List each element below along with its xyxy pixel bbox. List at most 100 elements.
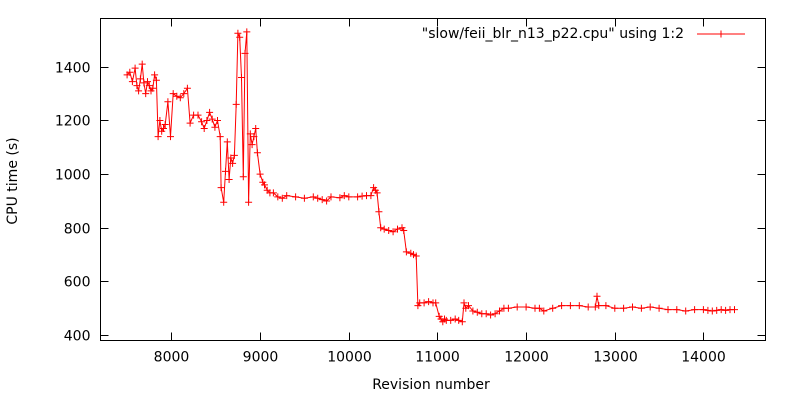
data-point	[722, 306, 730, 314]
data-point	[238, 74, 245, 81]
data-point	[731, 306, 738, 314]
y-tick-label: 1200	[55, 114, 91, 130]
data-point	[558, 302, 566, 310]
data-point	[164, 98, 172, 106]
data-point	[620, 304, 628, 312]
x-tick-label: 8000	[154, 350, 190, 366]
data-point	[425, 298, 433, 306]
data-point	[161, 121, 169, 128]
data-point	[183, 84, 191, 92]
data-point	[136, 75, 144, 83]
y-tick-label: 1400	[55, 61, 91, 77]
data-point	[575, 302, 583, 310]
data-point	[373, 189, 381, 197]
data-point	[186, 119, 194, 127]
data-point	[142, 90, 150, 98]
data-point	[149, 84, 157, 92]
data-point	[222, 167, 229, 175]
data-point	[455, 316, 463, 324]
data-point	[246, 130, 254, 138]
data-point	[227, 154, 235, 162]
data-point	[522, 303, 530, 311]
data-point	[173, 92, 181, 100]
data-point	[318, 196, 326, 204]
data-point	[327, 193, 335, 201]
data-point	[496, 307, 503, 315]
data-point	[250, 133, 258, 141]
data-point	[217, 184, 225, 192]
x-tick-label: 12000	[504, 350, 549, 366]
data-point	[595, 302, 603, 310]
data-point	[673, 306, 681, 314]
data-point	[389, 228, 397, 236]
legend-label: "slow/feii_blr_n13_p22.cpu" using 1:2	[422, 26, 684, 42]
data-point	[420, 299, 428, 307]
data-point	[451, 315, 459, 323]
data-point	[367, 192, 375, 200]
data-point	[156, 117, 164, 124]
data-point	[717, 306, 725, 314]
data-point	[637, 304, 645, 312]
data-point	[385, 227, 393, 234]
data-point	[198, 118, 206, 126]
data-point	[220, 198, 228, 206]
data-point	[241, 49, 249, 57]
data-point	[323, 197, 331, 205]
data-point	[203, 117, 211, 124]
data-point	[232, 100, 240, 108]
y-tick-label: 400	[64, 329, 91, 345]
data-point	[126, 68, 134, 76]
data-point	[194, 111, 202, 119]
data-point	[432, 299, 440, 307]
data-point	[252, 125, 260, 132]
data-point	[176, 94, 184, 102]
x-tick-label: 10000	[327, 350, 372, 366]
data-point	[160, 125, 167, 132]
y-tick-label: 800	[64, 222, 91, 238]
x-tick-label: 13000	[593, 350, 638, 366]
data-point	[691, 306, 699, 314]
x-tick-label: 14000	[681, 350, 726, 366]
y-axis: 400 600 800 1000 1200 1400	[55, 61, 766, 345]
data-point	[239, 173, 247, 181]
data-point	[602, 302, 610, 310]
data-point	[593, 292, 601, 300]
data-point	[234, 29, 242, 37]
data-point	[591, 303, 599, 311]
data-point	[211, 123, 219, 131]
data-point	[243, 28, 251, 36]
data-point	[713, 306, 721, 314]
legend: "slow/feii_blr_n13_p22.cpu" using 1:2	[422, 26, 745, 42]
data-point	[664, 306, 672, 314]
data-point	[230, 151, 238, 159]
data-point	[465, 302, 472, 310]
data-point	[169, 90, 177, 98]
data-point	[646, 303, 654, 311]
data-point	[133, 82, 141, 90]
y-axis-label: CPU time (s)	[5, 137, 21, 224]
data-point	[566, 302, 574, 310]
data-point	[131, 64, 139, 72]
data-point	[412, 252, 420, 260]
data-point	[151, 71, 159, 79]
data-point	[504, 304, 512, 312]
x-tick-label: 11000	[415, 350, 460, 366]
plot-frame	[100, 18, 766, 341]
data-point	[482, 310, 490, 318]
data-point	[441, 315, 448, 323]
series-line	[126, 31, 735, 323]
data-point	[223, 138, 231, 146]
data-point	[236, 33, 244, 41]
data-point	[611, 304, 619, 312]
data-point	[245, 198, 253, 206]
data-point	[292, 193, 300, 201]
data-point	[180, 90, 188, 98]
data-point	[540, 307, 548, 315]
data-point	[314, 194, 322, 202]
data-point	[256, 170, 264, 178]
data-point	[584, 303, 592, 311]
legend-marker-plus	[717, 30, 725, 38]
data-point	[154, 133, 162, 141]
data-point	[253, 149, 261, 157]
